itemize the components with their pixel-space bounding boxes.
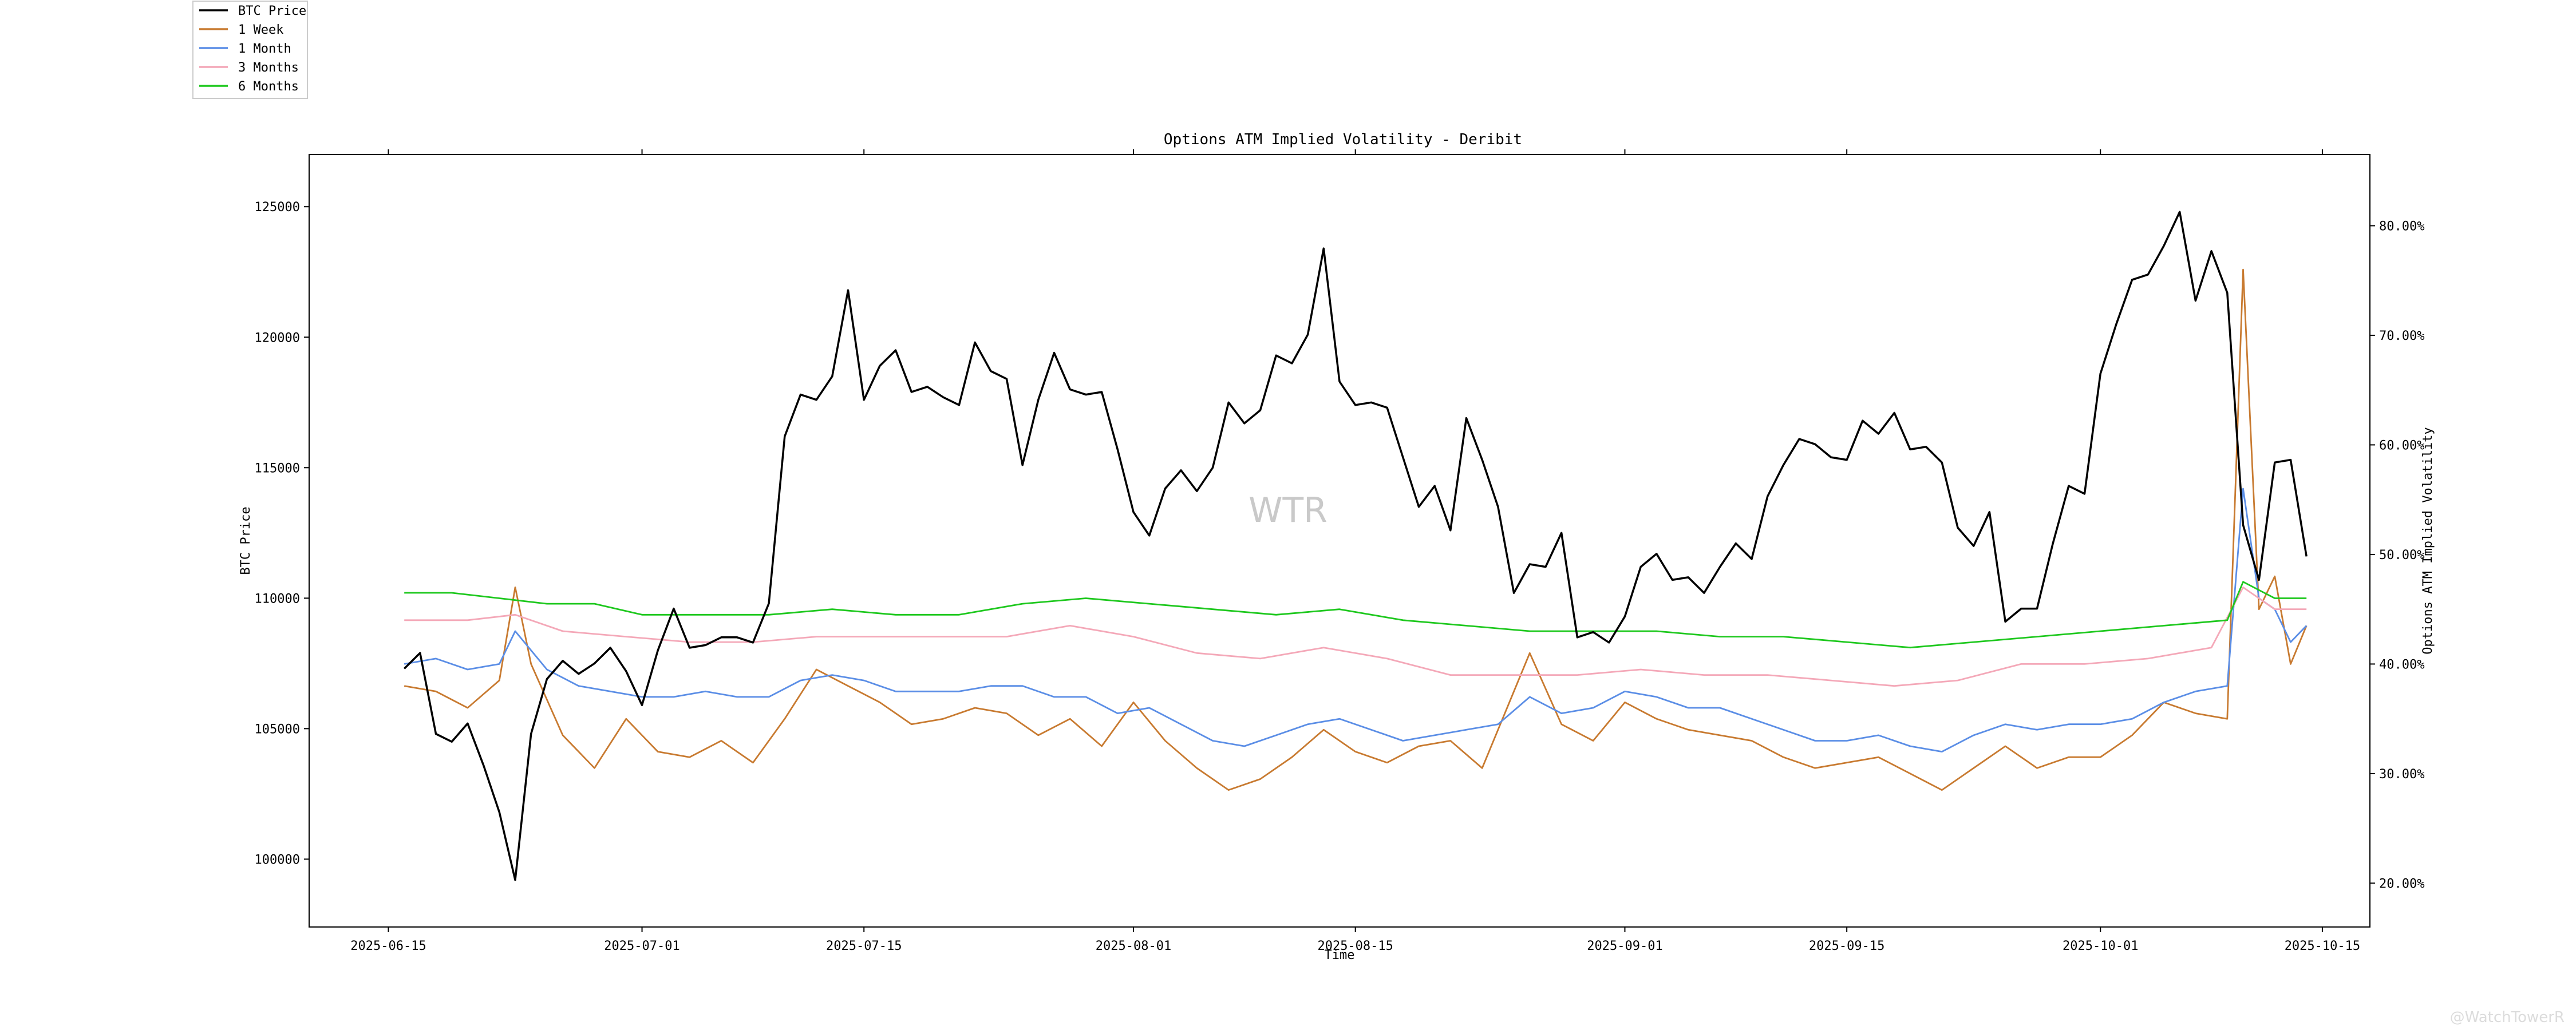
series-line-3-months [404, 587, 2307, 687]
chart-title: Options ATM Implied Volatility - Deribit [1164, 131, 1522, 148]
y-axis-left-title: BTC Price [239, 506, 253, 575]
x-tick-label: 2025-07-01 [604, 939, 679, 953]
series-line-1-week [404, 268, 2308, 791]
x-tick-label: 2025-08-15 [1317, 939, 1393, 953]
legend-label: 1 Month [238, 42, 291, 56]
y-axis-right-title: Options ATM Implied Volatility [2421, 427, 2435, 654]
y-right-tick-label: 80.00% [2379, 219, 2424, 233]
legend-label: BTC Price [238, 4, 306, 18]
credit-label: @WatchTowerR [2450, 1009, 2565, 1026]
x-tick-label: 2025-09-01 [1587, 939, 1662, 953]
y-left-tick-label: 110000 [255, 592, 300, 606]
watermark: WTR [1249, 490, 1327, 530]
x-tick-label: 2025-06-15 [350, 939, 426, 953]
legend-label: 3 Months [238, 61, 299, 75]
y-axis-right: 20.00% 30.00% 40.00% 50.00% 60.00% 70.00% 80.0… [2370, 219, 2424, 891]
x-tick-label: 2025-08-01 [1096, 939, 1171, 953]
y-axis-left: 100000 105000 110000 115000 120000 125000 [255, 200, 309, 867]
legend: BTC Price 1 Week 1 Month 3 Months 6 Months [192, 1, 308, 99]
legend-label: 6 Months [238, 80, 299, 94]
y-right-tick-label: 70.00% [2379, 329, 2424, 343]
y-left-tick-label: 125000 [255, 200, 300, 215]
y-right-tick-label: 20.00% [2379, 877, 2424, 891]
legend-label: 1 Week [238, 23, 283, 37]
series-line-btc-price [403, 211, 2308, 881]
y-right-tick-label: 40.00% [2379, 657, 2424, 672]
x-axis: 2025-06-15 2025-07-01 2025-07-15 2025-08-01… [350, 149, 2360, 953]
x-tick-label: 2025-10-15 [2285, 939, 2360, 953]
x-axis-title: Time [1325, 948, 1355, 962]
series-line-6-months [404, 581, 2307, 649]
series-line-1-month [404, 488, 2308, 752]
y-right-tick-label: 50.00% [2379, 548, 2424, 562]
x-tick-label: 2025-10-01 [2063, 939, 2138, 953]
y-left-tick-label: 105000 [255, 722, 300, 736]
x-tick-label: 2025-09-15 [1809, 939, 1884, 953]
y-left-tick-label: 100000 [255, 853, 300, 867]
x-tick-label: 2025-07-15 [826, 939, 902, 953]
y-right-tick-label: 30.00% [2379, 767, 2424, 782]
series-layer [403, 211, 2308, 881]
plot-frame [309, 154, 2370, 928]
legend-frame [192, 1, 308, 99]
y-left-tick-label: 115000 [255, 461, 300, 476]
y-left-tick-label: 120000 [255, 331, 300, 345]
y-right-tick-label: 60.00% [2379, 438, 2424, 453]
